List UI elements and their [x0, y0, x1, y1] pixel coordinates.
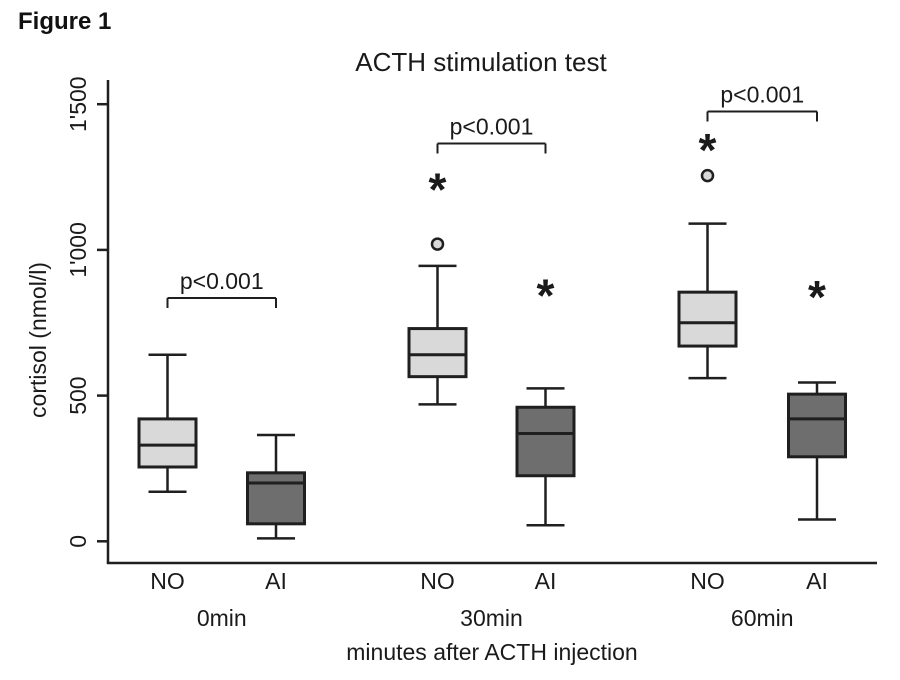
outlier-circle-NO-30min: [430, 237, 445, 251]
box-AI-60min: [787, 392, 847, 459]
y-tick-label: 0: [65, 535, 91, 548]
chart-title: ACTH stimulation test: [355, 47, 607, 77]
x-tick-label-NO-30min: NO: [420, 568, 455, 594]
group-label-60min: 60min: [731, 605, 794, 631]
box-NO-60min: [677, 290, 738, 348]
y-axis-title: cortisol (nmol/l): [25, 262, 51, 418]
y-tick-label: 1'000: [65, 222, 91, 278]
x-tick-label-NO-60min: NO: [690, 568, 725, 594]
box-AI-0min: [246, 471, 306, 526]
outlier-circle-NO-60min: [700, 168, 715, 183]
star-marker-AI-60min: *: [808, 271, 826, 323]
star-marker-AI-30min: *: [537, 270, 555, 322]
star-marker-NO-60min: *: [699, 124, 717, 176]
group-label-30min: 30min: [460, 605, 523, 631]
figure-label: Figure 1: [18, 8, 112, 35]
x-tick-label-NO-0min: NO: [150, 568, 185, 594]
x-axis-title: minutes after ACTH injection: [346, 639, 637, 665]
x-tick-label-AI-0min: AI: [265, 568, 287, 594]
group-label-0min: 0min: [197, 605, 247, 631]
p-value-label-60min: p<0.001: [720, 82, 804, 108]
x-tick-label-AI-30min: AI: [535, 568, 557, 594]
p-value-label-30min: p<0.001: [450, 114, 534, 140]
y-tick-label: 500: [65, 376, 91, 414]
star-marker-NO-30min: *: [429, 163, 447, 215]
box-NO-30min: [407, 327, 468, 379]
p-value-label-0min: p<0.001: [180, 268, 264, 294]
x-tick-label-AI-60min: AI: [806, 568, 828, 594]
box-AI-30min: [515, 405, 576, 478]
box-NO-0min: [137, 417, 198, 469]
y-tick-label: 1'500: [65, 76, 91, 132]
